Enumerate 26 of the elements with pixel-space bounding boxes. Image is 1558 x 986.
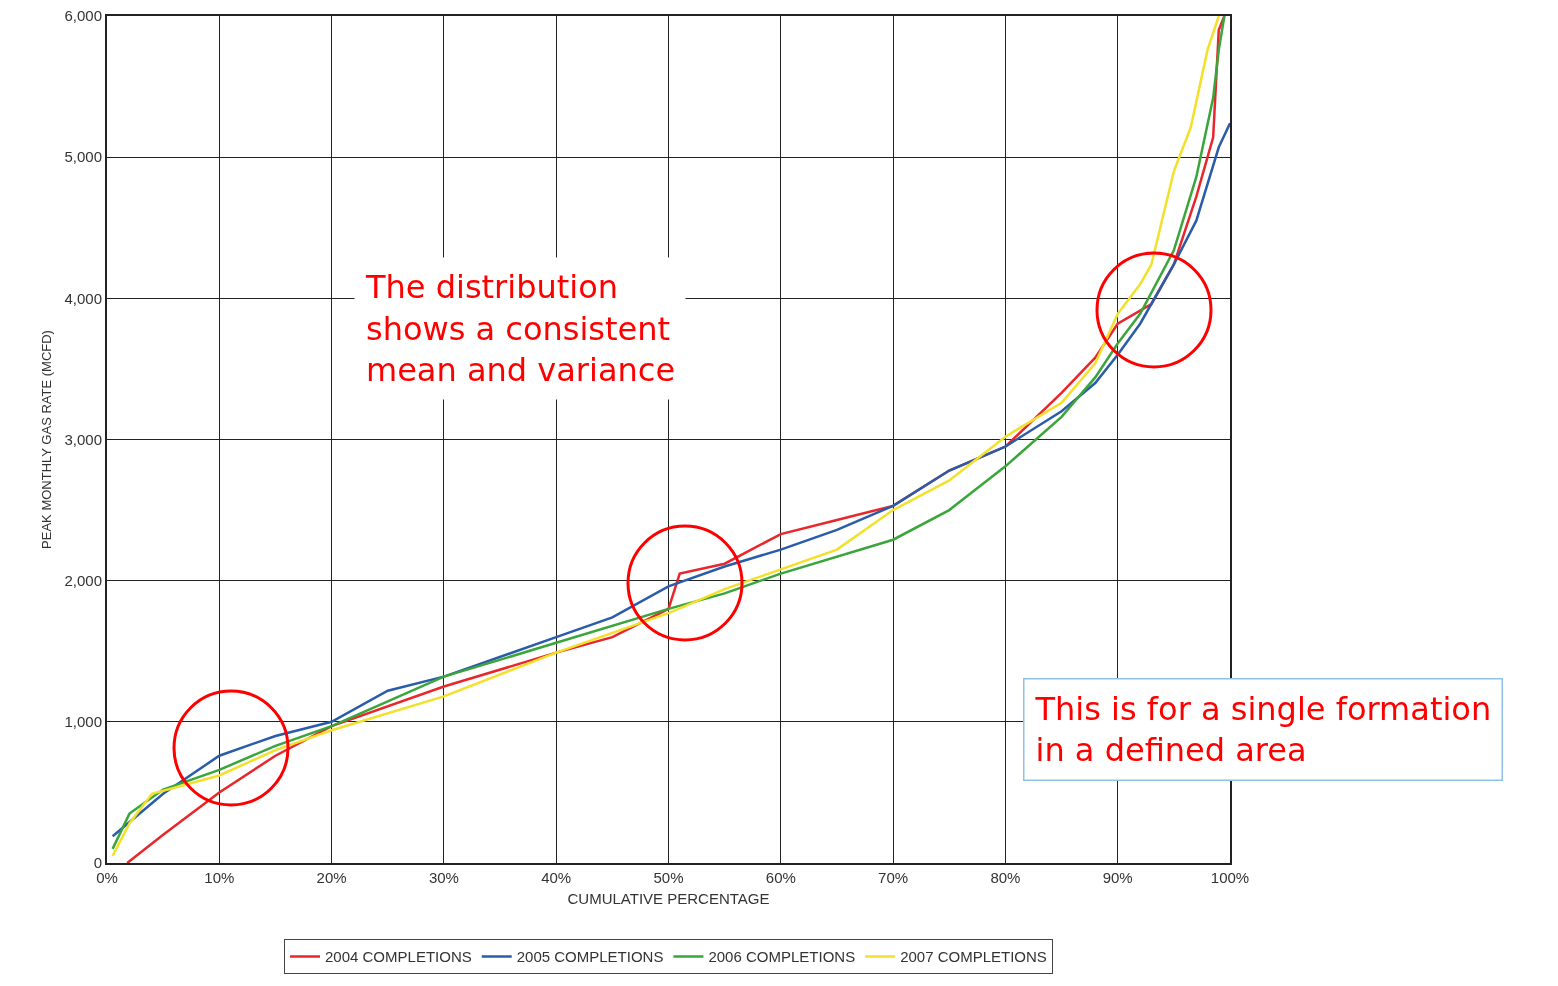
x-tick-label: 100% xyxy=(1210,869,1250,886)
legend-label: 2004 COMPLETIONS xyxy=(325,948,472,966)
y-tick-label: 2,000 xyxy=(64,571,102,589)
x-tick-label: 80% xyxy=(990,869,1021,886)
annotation: The distribution shows a consistent mean and variance xyxy=(365,268,676,390)
x-tick-label: 20% xyxy=(316,869,347,886)
x-tick-label: 0% xyxy=(96,869,118,886)
x-tick-label: 60% xyxy=(765,869,796,886)
y-tick-label: 0 xyxy=(93,854,102,872)
y-tick-label: 4,000 xyxy=(64,289,102,307)
y-axis-title: PEAK MONTHLY GAS RATE (MCFD) xyxy=(38,330,54,549)
x-tick-label: 30% xyxy=(428,869,459,886)
legend-label: 2006 COMPLETIONS xyxy=(708,948,856,966)
annotation: This is for a single formation in a defined area xyxy=(1034,689,1492,770)
y-tick-label: 5,000 xyxy=(64,148,102,166)
x-tick-label: 10% xyxy=(204,869,235,886)
y-tick-label: 6,000 xyxy=(64,7,102,25)
y-tick-label: 1,000 xyxy=(64,713,102,731)
x-axis-title: CUMULATIVE PERCENTAGE xyxy=(567,889,770,907)
x-tick-label: 40% xyxy=(541,869,572,886)
x-tick-label: 90% xyxy=(1102,869,1133,886)
x-tick-label: 70% xyxy=(878,869,909,886)
x-tick-label: 50% xyxy=(653,869,684,886)
legend-label: 2007 COMPLETIONS xyxy=(900,948,1047,966)
legend-label: 2005 COMPLETIONS xyxy=(516,948,664,966)
y-tick-label: 3,000 xyxy=(64,430,102,448)
